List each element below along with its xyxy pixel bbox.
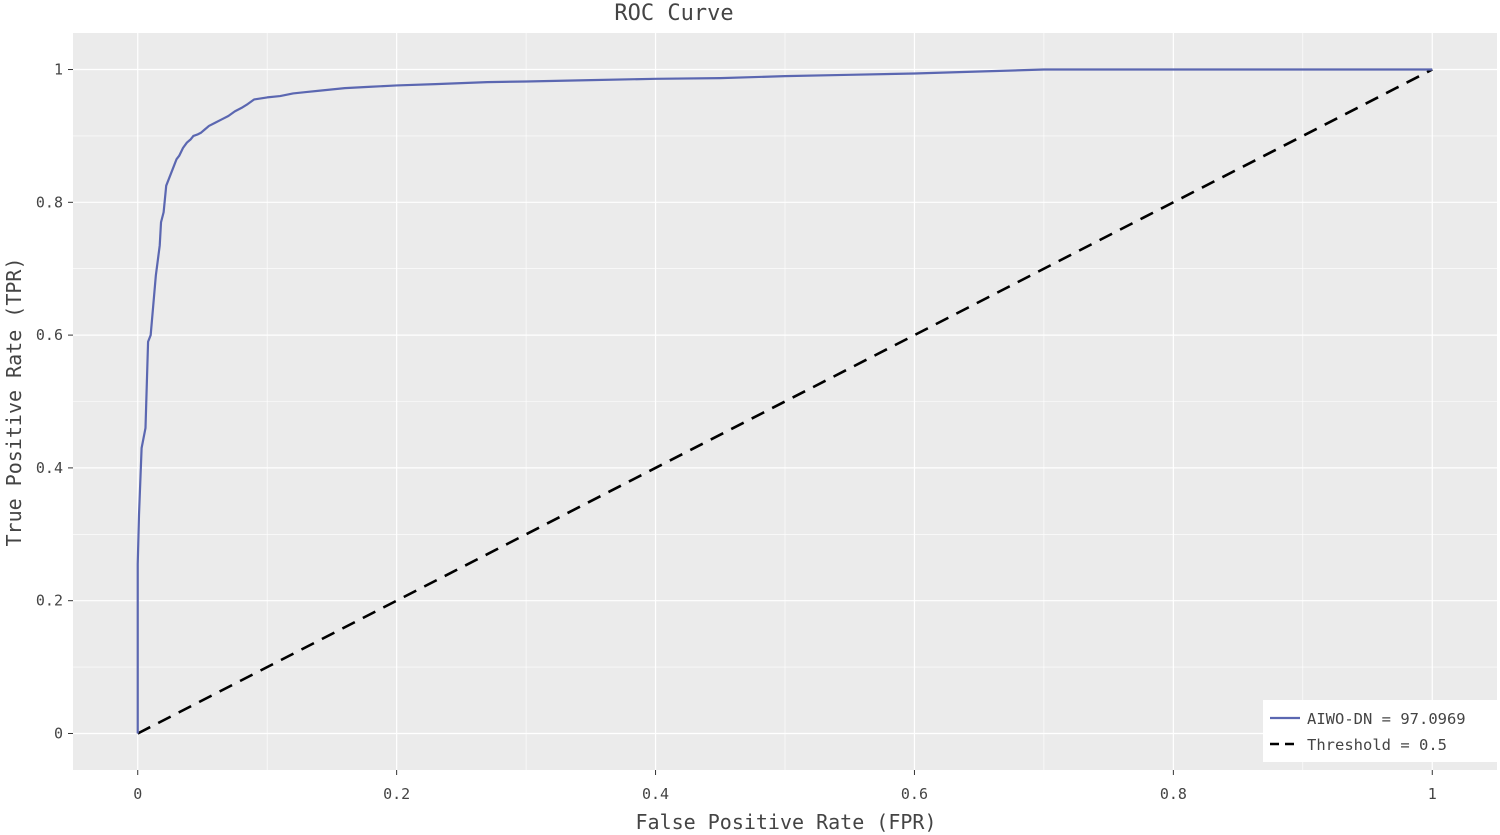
series-line-aiwo-dn xyxy=(136,68,1433,734)
x-tick-label: 0 xyxy=(133,785,142,803)
x-tick-label: 0.6 xyxy=(901,785,928,803)
y-tick-label: 0.8 xyxy=(36,193,63,211)
y-tick-label: 0.2 xyxy=(36,592,63,610)
y-tick-label: 0 xyxy=(54,724,63,742)
legend: AIWO-DN = 97.0969 Threshold = 0.5 xyxy=(1263,700,1497,762)
legend-label-threshold: Threshold = 0.5 xyxy=(1307,736,1447,754)
y-tick-label: 0.4 xyxy=(36,459,63,477)
x-tick-label: 0.4 xyxy=(642,785,669,803)
x-axis-ticks: 0 0.2 0.4 0.6 0.8 1 xyxy=(133,770,1437,803)
x-tick-label: 0.8 xyxy=(1160,785,1187,803)
x-tick-label: 0.2 xyxy=(383,785,410,803)
legend-box xyxy=(1263,700,1497,762)
x-tick-label: 1 xyxy=(1428,785,1437,803)
series-layer xyxy=(136,68,1433,735)
y-axis-ticks: 0 0.2 0.4 0.6 0.8 1 xyxy=(36,61,73,742)
legend-label-aiwo-dn: AIWO-DN = 97.0969 xyxy=(1307,710,1466,728)
y-axis-title: True Positive Rate (TPR) xyxy=(2,258,26,547)
x-axis-title: False Positive Rate (FPR) xyxy=(635,810,936,834)
series-line-threshold xyxy=(137,68,1433,735)
y-tick-label: 0.6 xyxy=(36,326,63,344)
chart-title: ROC Curve xyxy=(614,1,733,26)
y-tick-label: 1 xyxy=(54,61,63,79)
